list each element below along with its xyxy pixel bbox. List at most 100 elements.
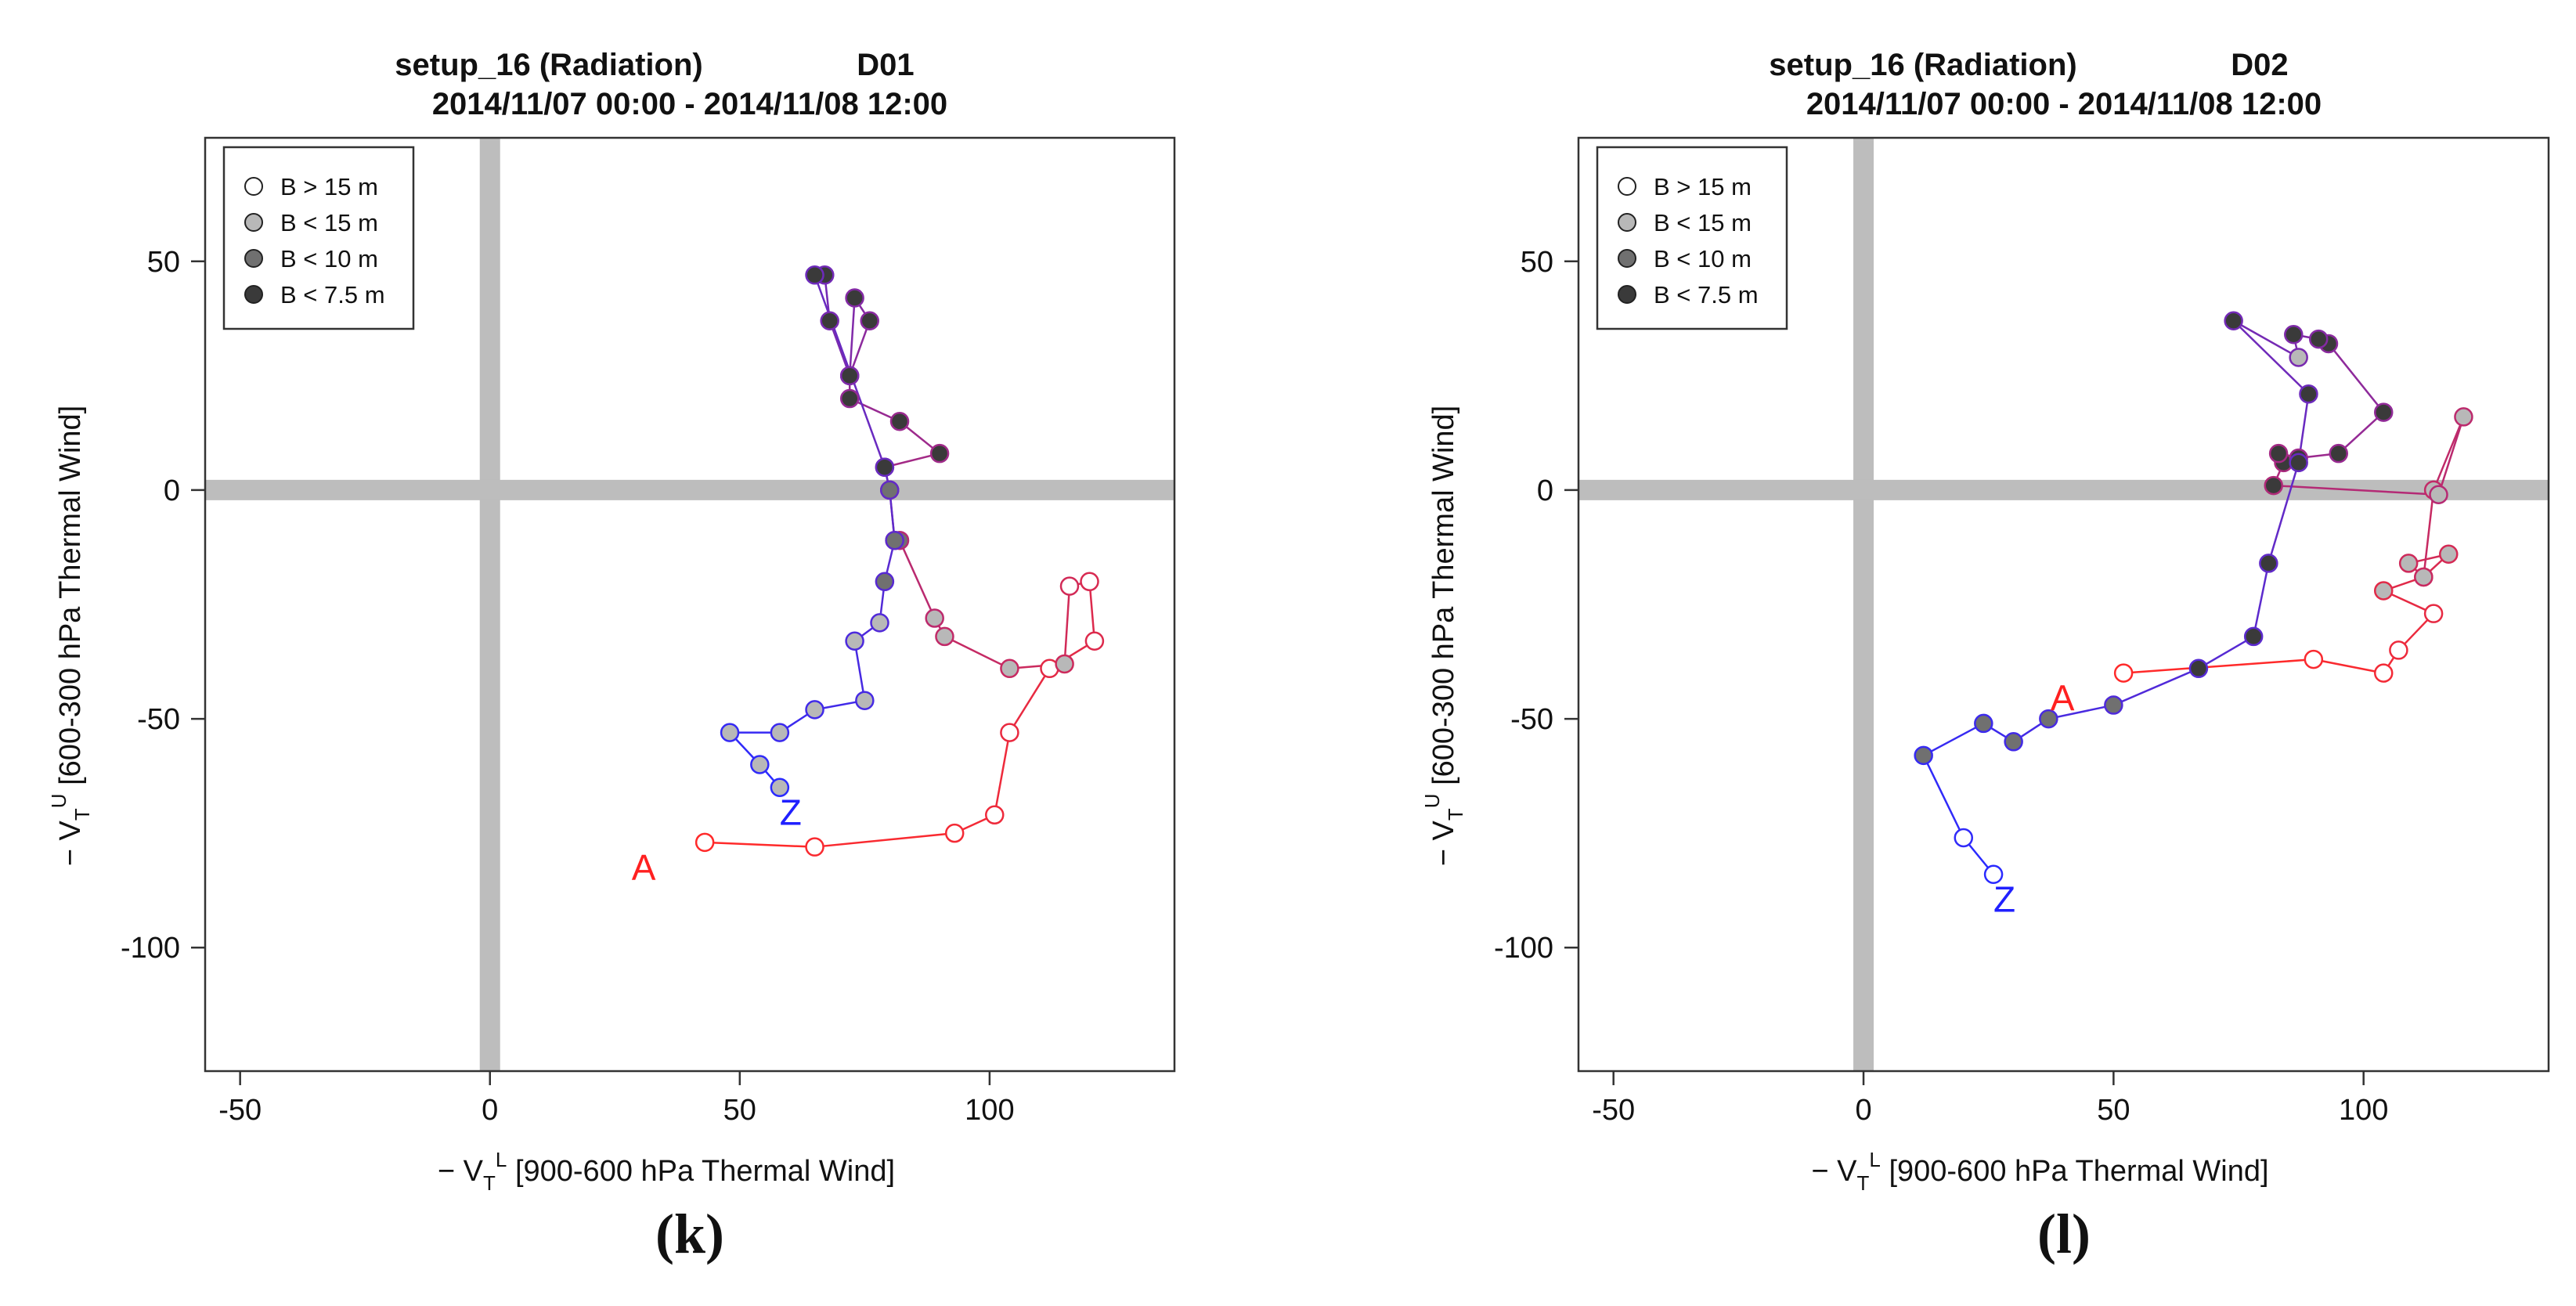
data-point bbox=[2454, 407, 2473, 427]
trajectory-segment bbox=[994, 732, 1011, 816]
trajectory-segment bbox=[2233, 319, 2300, 359]
x-tick-label: 100 bbox=[2339, 1094, 2388, 1127]
x-axis-label-prefix: − V bbox=[438, 1155, 484, 1188]
legend-marker bbox=[244, 213, 263, 232]
data-point bbox=[845, 288, 864, 308]
trajectory-segment bbox=[2337, 411, 2385, 455]
y-axis-label-prefix: − V bbox=[1427, 820, 1460, 866]
trajectory-segment bbox=[1922, 755, 1964, 839]
legend-label: B < 10 m bbox=[1654, 245, 1752, 272]
data-point bbox=[2389, 640, 2408, 660]
legend-marker bbox=[244, 177, 263, 196]
data-point bbox=[2289, 348, 2308, 367]
data-point bbox=[770, 777, 790, 797]
data-point bbox=[2259, 554, 2278, 573]
title-domain: D01 bbox=[857, 48, 914, 82]
y-tick-label: 50 bbox=[1521, 246, 1553, 279]
data-point bbox=[855, 691, 875, 710]
panel-label: (l) bbox=[2037, 1203, 2091, 1265]
legend-marker bbox=[1618, 249, 1636, 268]
data-point bbox=[875, 572, 895, 592]
legend-label: B < 7.5 m bbox=[1654, 281, 1759, 308]
x-tick-label: 100 bbox=[965, 1094, 1014, 1127]
data-point bbox=[839, 366, 860, 386]
trajectory-segment bbox=[853, 640, 866, 701]
y-axis-label-subscript: T bbox=[1444, 808, 1467, 821]
trajectory-segment bbox=[2232, 319, 2310, 395]
y-tick-label: 0 bbox=[1537, 474, 1553, 507]
x-axis-label-superscript: L bbox=[496, 1148, 507, 1171]
data-point bbox=[2308, 329, 2329, 349]
y-tick-label: 50 bbox=[147, 246, 180, 279]
trajectory-segment bbox=[2273, 484, 2439, 496]
data-point bbox=[2113, 663, 2134, 683]
y-tick-label: 0 bbox=[164, 474, 180, 507]
x-axis-label-text: [900-600 hPa Thermal Wind] bbox=[1881, 1155, 2269, 1188]
legend-marker bbox=[1618, 213, 1636, 232]
trajectory-segment bbox=[848, 298, 856, 376]
trajectory-segment bbox=[2112, 667, 2199, 706]
y-axis-label-subscript: T bbox=[70, 808, 94, 821]
data-point bbox=[870, 613, 889, 633]
data-point bbox=[2429, 485, 2448, 505]
y-tick-label: -50 bbox=[137, 703, 180, 736]
data-point bbox=[1983, 864, 2004, 884]
y-axis-label-text: [600-300 hPa Thermal Wind] bbox=[1427, 406, 1460, 794]
y-tick-label: -100 bbox=[121, 932, 180, 965]
trajectory-segment bbox=[1088, 581, 1096, 641]
data-point bbox=[770, 723, 790, 742]
title-time-range: 2014/11/07 00:00 - 2014/11/08 12:00 bbox=[432, 87, 947, 121]
x-axis-label-subscript: T bbox=[483, 1171, 496, 1195]
legend-label: B < 7.5 m bbox=[280, 281, 385, 308]
data-point bbox=[1080, 572, 1099, 592]
data-point bbox=[2373, 663, 2394, 683]
data-point bbox=[935, 626, 954, 647]
data-point bbox=[944, 823, 965, 843]
plot-frame bbox=[204, 136, 1176, 1073]
data-point bbox=[1954, 828, 1974, 848]
data-point bbox=[860, 311, 879, 330]
data-point bbox=[805, 265, 824, 285]
panel-label: (k) bbox=[655, 1203, 724, 1265]
trajectory-segment bbox=[2198, 635, 2254, 669]
y-axis-label: − VTU [600-300 hPa Thermal Wind] bbox=[47, 406, 94, 866]
x-tick-label: -50 bbox=[218, 1094, 262, 1127]
data-point bbox=[889, 412, 910, 431]
trajectory-segment bbox=[2268, 462, 2300, 564]
trajectory-segment bbox=[2423, 489, 2435, 578]
data-point bbox=[839, 388, 860, 409]
y-axis-label-text: [600-300 hPa Thermal Wind] bbox=[54, 406, 87, 794]
data-point bbox=[2224, 311, 2243, 330]
trajectory-segment bbox=[898, 539, 936, 619]
data-point bbox=[805, 837, 824, 857]
x-tick-label: 50 bbox=[2097, 1094, 2130, 1127]
data-point bbox=[2299, 384, 2318, 404]
trajectory-segment bbox=[2252, 563, 2270, 637]
trajectory-segment bbox=[705, 841, 815, 848]
y-axis-label-prefix: − V bbox=[54, 820, 87, 866]
plot-frame bbox=[1577, 136, 2550, 1073]
data-point bbox=[2289, 453, 2308, 473]
trajectory-segment bbox=[2123, 658, 2314, 674]
data-point bbox=[1084, 631, 1105, 651]
legend-marker bbox=[1618, 285, 1636, 304]
x-axis-label-prefix: − V bbox=[1811, 1155, 1857, 1188]
legend-marker bbox=[244, 285, 263, 304]
panel-l: setup_16 (Radiation) D02 2014/11/07 00:00 … bbox=[1420, 48, 2550, 1265]
x-axis-label-subscript: T bbox=[1857, 1171, 1870, 1195]
x-axis-label: − VTL [900-600 hPa Thermal Wind] bbox=[1811, 1148, 2268, 1195]
data-point bbox=[875, 457, 895, 477]
title-domain: D02 bbox=[2231, 48, 2288, 82]
data-point bbox=[985, 805, 1005, 825]
y-axis-label: − VTU [600-300 hPa Thermal Wind] bbox=[1420, 406, 1467, 866]
data-point bbox=[2439, 544, 2459, 564]
legend-label: B < 10 m bbox=[280, 245, 378, 272]
data-point bbox=[2284, 325, 2304, 345]
data-point bbox=[2373, 402, 2394, 422]
legend-label: B > 15 m bbox=[280, 173, 378, 200]
x-axis-label-superscript: L bbox=[1869, 1148, 1880, 1171]
data-point bbox=[2004, 732, 2023, 752]
y-tick-label: -100 bbox=[1494, 932, 1553, 965]
title-line1-left: setup_16 (Radiation) bbox=[1769, 48, 2076, 82]
